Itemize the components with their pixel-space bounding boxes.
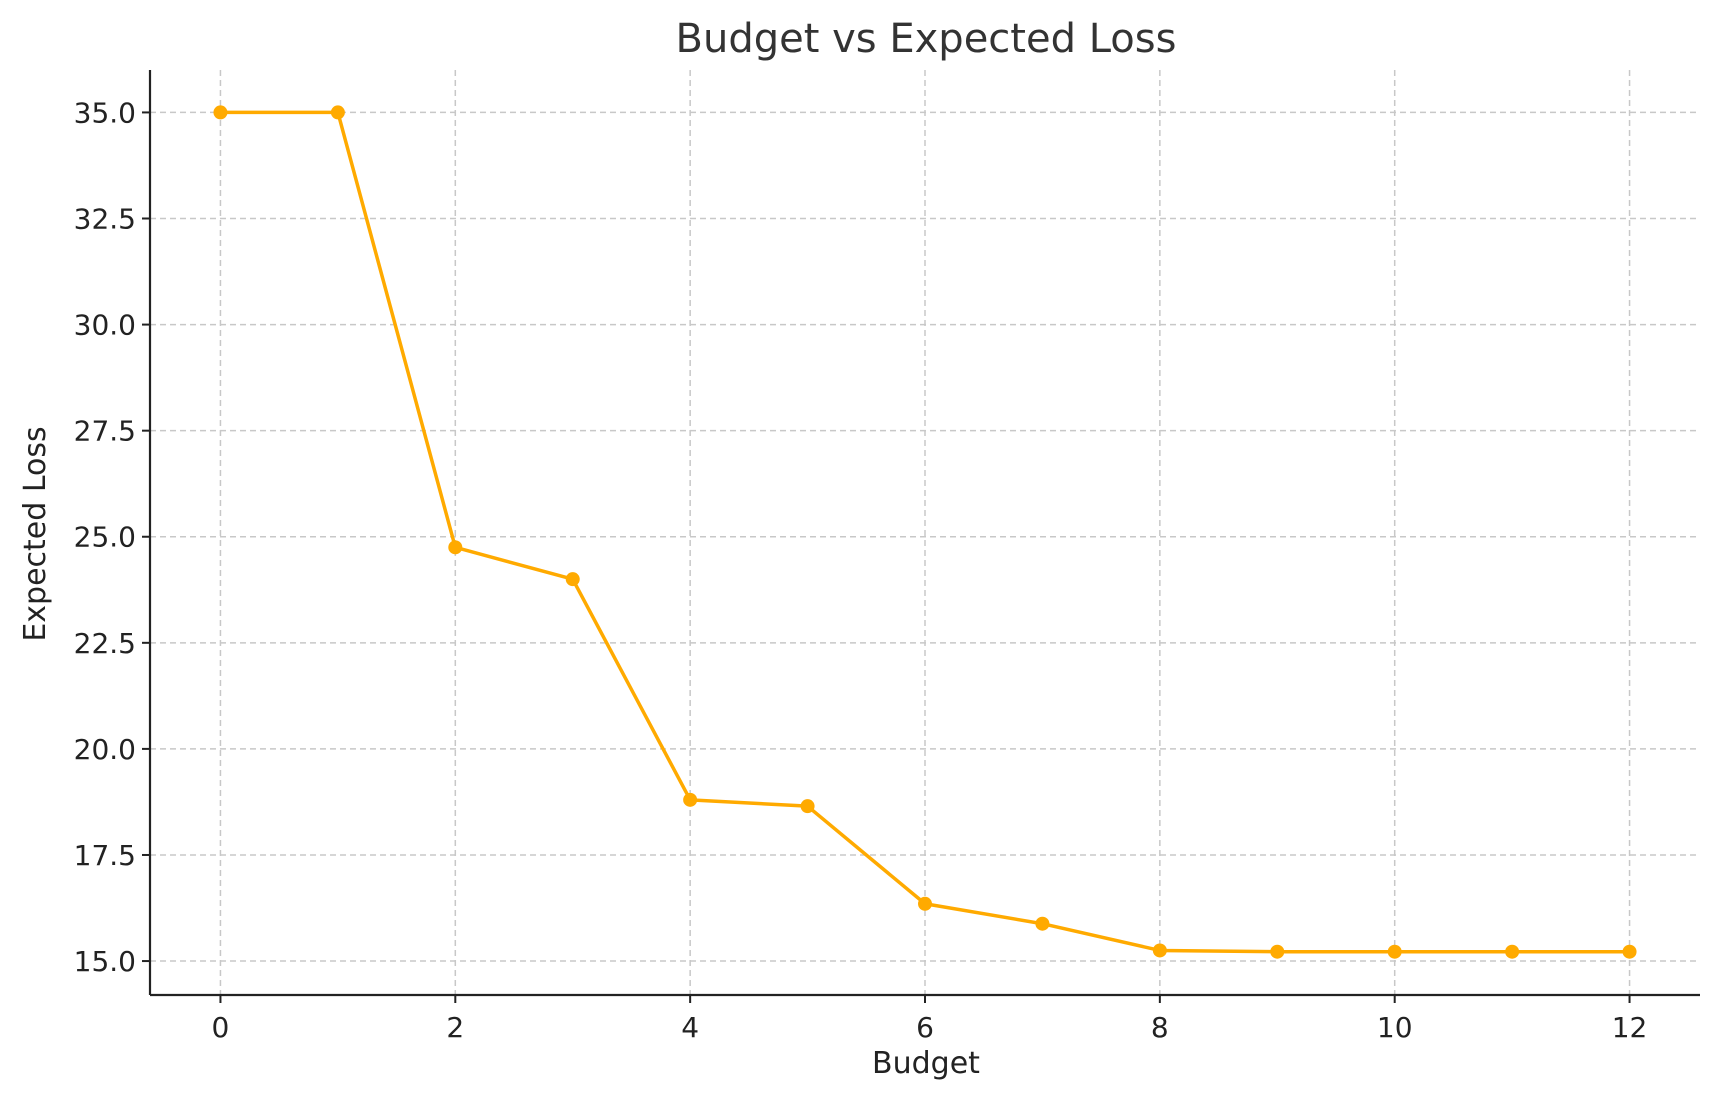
data-point: [448, 540, 463, 555]
y-tick-label: 35.0: [74, 96, 136, 129]
y-tick-label: 25.0: [74, 521, 136, 554]
data-point: [1387, 944, 1402, 959]
data-point: [565, 572, 580, 587]
data-point: [1505, 944, 1520, 959]
y-tick-label: 22.5: [74, 627, 136, 660]
x-tick-label: 4: [681, 1011, 699, 1044]
grid-layer: [150, 70, 1700, 995]
x-tick-label: 8: [1151, 1011, 1169, 1044]
y-tick-label: 32.5: [74, 203, 136, 236]
data-point: [1622, 944, 1637, 959]
data-point: [1035, 916, 1050, 931]
y-axis-label: Expected Loss: [18, 426, 53, 641]
data-point: [800, 799, 815, 814]
x-tick-label: 12: [1612, 1011, 1648, 1044]
data-point: [1152, 943, 1167, 958]
y-axis-ticks: 15.0 17.5 20.0 22.5 25.0 27.5 30.0 32.5 35.0: [74, 96, 150, 978]
data-point: [1270, 944, 1285, 959]
y-tick-label: 20.0: [74, 733, 136, 766]
y-tick-label: 15.0: [74, 945, 136, 978]
x-tick-label: 0: [212, 1011, 230, 1044]
data-point: [918, 896, 932, 911]
x-axis-label: Budget: [872, 1046, 980, 1081]
data-point: [683, 792, 698, 807]
y-tick-label: 17.5: [74, 839, 136, 872]
y-tick-label: 27.5: [74, 415, 136, 448]
x-tick-label: 2: [446, 1011, 464, 1044]
x-tick-label: 6: [916, 1011, 934, 1044]
series-layer: [213, 105, 1637, 959]
chart-title: Budget vs Expected Loss: [676, 16, 1177, 62]
data-point: [330, 105, 345, 120]
x-axis-ticks: 0 2 4 6 8 10 12: [212, 995, 1648, 1044]
data-point: [213, 105, 228, 120]
x-tick-label: 10: [1377, 1011, 1413, 1044]
y-tick-label: 30.0: [74, 309, 136, 342]
